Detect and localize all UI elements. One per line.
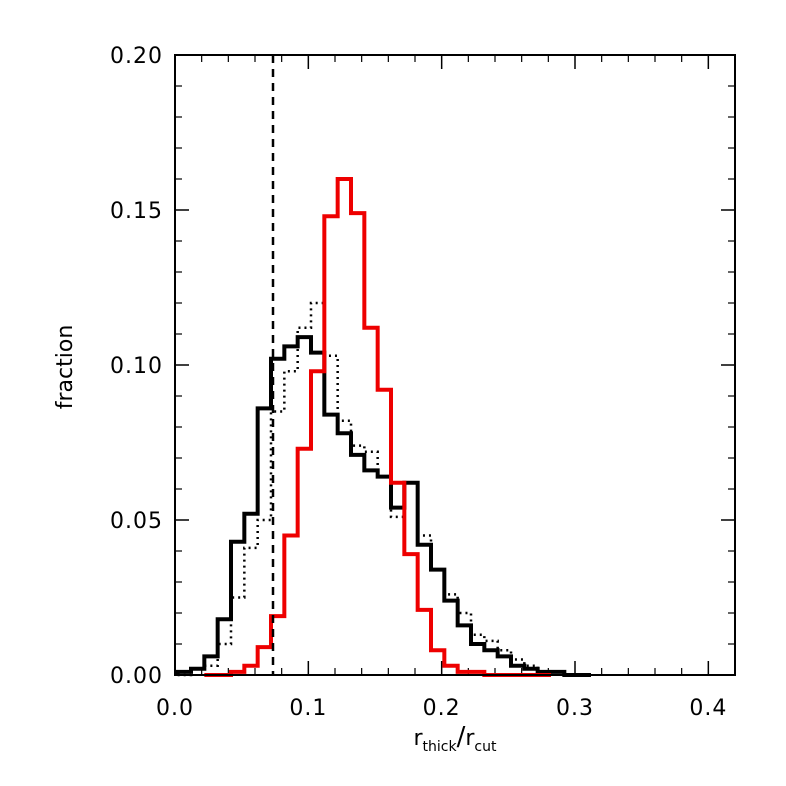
x-axis-label: rthick/rcut [414, 722, 497, 755]
x-label-main2: r [465, 726, 475, 751]
x-label-sub1: thick [423, 739, 458, 755]
x-label-sub2: cut [474, 739, 497, 755]
series-black-dotted [177, 301, 551, 677]
series-black-solid [175, 335, 591, 677]
x-tick-labels: 0.0 0.1 0.2 0.3 0.4 [156, 696, 727, 721]
y-tick-labels: 0.00 0.05 0.10 0.15 0.20 [110, 44, 163, 689]
plot-frame [174, 54, 736, 676]
x-tick-label: 0.2 [423, 696, 461, 721]
y-tick-label: 0.05 [110, 509, 163, 534]
x-label-main: r [414, 726, 424, 751]
x-tick-label: 0.0 [156, 696, 194, 721]
x-label-slash: / [457, 722, 466, 752]
y-tick-label: 0.10 [110, 354, 163, 379]
y-tick-label: 0.15 [110, 199, 163, 224]
x-tick-label: 0.1 [289, 696, 327, 721]
y-axis-label: fraction [53, 325, 78, 410]
y-tick-label: 0.20 [110, 44, 163, 69]
tick-marks [174, 54, 735, 676]
x-tick-label: 0.3 [556, 696, 594, 721]
x-tick-label: 0.4 [689, 696, 727, 721]
series-red-solid [204, 177, 551, 677]
y-tick-label: 0.00 [110, 664, 163, 689]
series-group [175, 177, 591, 677]
